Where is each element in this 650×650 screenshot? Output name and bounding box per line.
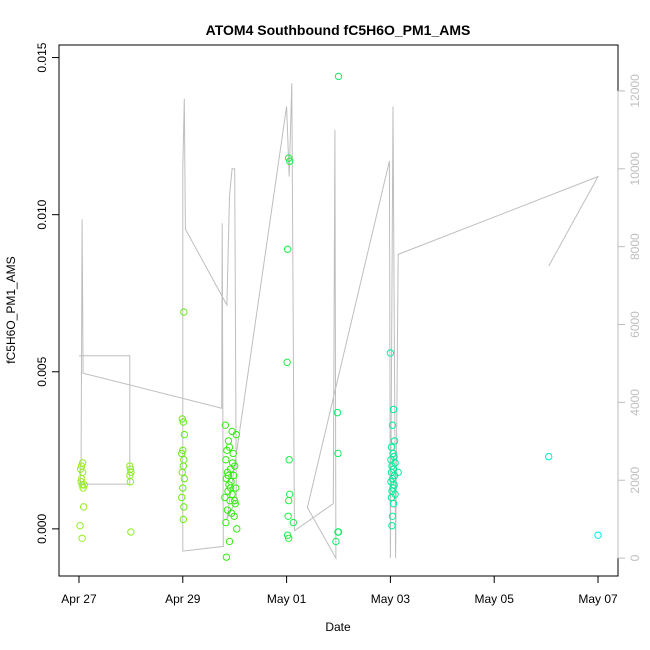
point	[178, 415, 186, 423]
point	[390, 481, 398, 489]
point	[284, 512, 292, 521]
point	[228, 459, 237, 467]
point	[179, 446, 187, 455]
point	[178, 468, 186, 477]
point	[594, 531, 602, 539]
point	[78, 534, 86, 542]
y2-tick-label: 4000	[628, 389, 642, 416]
point	[78, 459, 87, 467]
point	[80, 481, 88, 489]
point	[178, 493, 186, 502]
point	[222, 518, 230, 527]
point	[127, 468, 135, 477]
point	[225, 537, 234, 546]
y-tick-label: 0.000	[35, 514, 49, 544]
point	[222, 553, 231, 561]
point	[545, 452, 553, 461]
point	[334, 449, 342, 458]
point	[224, 471, 233, 480]
point	[79, 503, 88, 511]
point	[232, 484, 240, 492]
point	[222, 456, 230, 464]
point	[232, 430, 240, 439]
point	[76, 522, 84, 530]
x-tick-label: May 03	[371, 592, 411, 606]
point	[289, 518, 298, 527]
point	[283, 358, 291, 367]
point	[230, 512, 238, 521]
point	[284, 154, 293, 162]
x-axis-label: Date	[325, 620, 351, 634]
point	[179, 515, 188, 524]
point	[233, 525, 241, 533]
y2-tick-label: 12000	[628, 74, 642, 108]
point	[179, 484, 187, 492]
point	[284, 496, 293, 505]
point	[179, 418, 188, 426]
point	[333, 408, 342, 417]
point	[283, 531, 292, 539]
point	[79, 484, 87, 492]
point	[388, 512, 397, 521]
point	[389, 405, 398, 414]
point	[389, 484, 397, 492]
point	[180, 308, 188, 316]
y2-tick-label: 10000	[628, 152, 642, 186]
point	[180, 503, 188, 511]
y2-tick-label: 0	[628, 554, 642, 561]
point	[390, 437, 399, 445]
y2-tick-label: 6000	[628, 311, 642, 338]
x-tick-label: Apr 29	[165, 592, 201, 606]
point	[178, 449, 186, 458]
y-axis-label: fC5H6O_PM1_AMS	[4, 256, 18, 363]
point	[180, 474, 189, 483]
point	[226, 496, 234, 505]
x-tick-label: May 07	[578, 592, 618, 606]
point	[231, 500, 239, 508]
point	[226, 484, 235, 492]
y2-tick-label: 2000	[628, 467, 642, 494]
point	[285, 456, 293, 464]
chart-title: ATOM4 Southbound fC5H6O_PM1_AMS	[206, 22, 471, 38]
point	[388, 421, 397, 429]
y-tick-label: 0.010	[35, 199, 49, 229]
point	[394, 468, 402, 477]
point	[221, 421, 230, 429]
point	[126, 478, 135, 486]
point	[229, 471, 238, 480]
point	[284, 534, 293, 542]
point	[78, 468, 87, 477]
point	[283, 245, 292, 253]
point	[334, 72, 343, 81]
point	[180, 430, 189, 439]
point	[387, 493, 396, 502]
point	[286, 157, 294, 165]
point	[389, 500, 398, 508]
altitude-line	[79, 83, 600, 561]
point	[229, 449, 237, 458]
point	[127, 528, 135, 536]
point	[221, 493, 229, 502]
point	[332, 537, 340, 546]
y2-tick-label: 8000	[628, 233, 642, 260]
point	[223, 446, 231, 455]
y-tick-label: 0.005	[35, 356, 49, 386]
x-tick-label: May 01	[267, 592, 307, 606]
point	[334, 528, 342, 536]
x-tick-label: Apr 27	[61, 592, 97, 606]
point	[388, 522, 396, 530]
y-tick-label: 0.015	[35, 42, 49, 72]
point	[386, 349, 395, 357]
point	[230, 496, 239, 505]
x-tick-label: May 05	[475, 592, 515, 606]
point	[389, 449, 397, 458]
